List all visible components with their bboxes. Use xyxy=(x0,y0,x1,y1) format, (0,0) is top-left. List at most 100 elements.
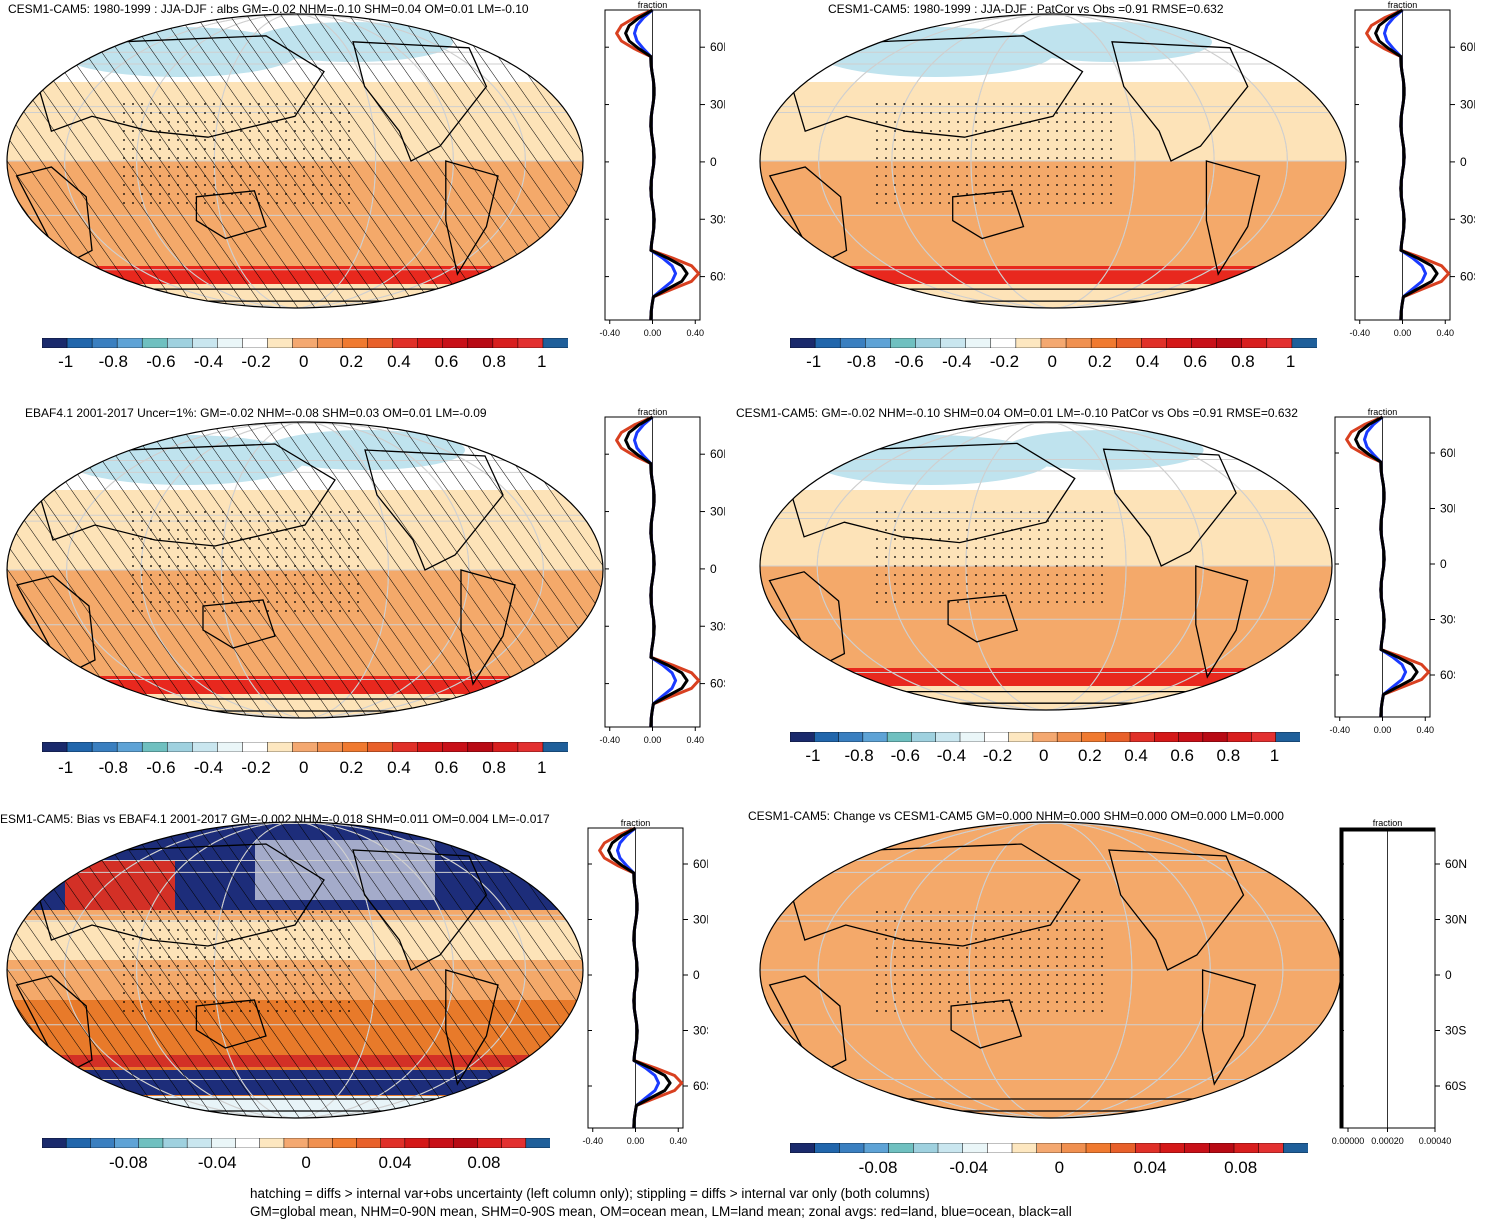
colorbar-swatch xyxy=(1233,1143,1260,1153)
map-panel-2 xyxy=(759,13,1347,309)
colorbar-swatch xyxy=(467,338,494,348)
colorbar-swatch xyxy=(467,742,494,752)
colorbar-swatch xyxy=(915,338,942,348)
colorbar-2 xyxy=(790,338,1317,348)
colorbar-3-label: 1 xyxy=(536,758,547,777)
colorbar-4-label: 0.2 xyxy=(1078,746,1102,765)
zonal-profile-6: fraction 60N 30N 0 30S 60S 0.00000 0.00020 0.000… xyxy=(1332,818,1467,1146)
colorbar-swatch xyxy=(166,338,194,348)
colorbar-5-label: -0.08 xyxy=(108,1153,148,1172)
lat-tick-label: 0 xyxy=(1460,155,1467,169)
colorbar-swatch xyxy=(1056,732,1083,742)
x-tick-label: -0.40 xyxy=(582,1136,603,1146)
colorbar-3-label: 0.4 xyxy=(387,758,411,777)
colorbar-swatch xyxy=(417,338,444,348)
colorbar-swatch xyxy=(1115,338,1143,348)
lat-tick-label: 60N xyxy=(1445,857,1467,871)
colorbar-swatch xyxy=(259,1138,285,1148)
lat-tick-label: 30S xyxy=(710,212,725,226)
colorbar-swatch xyxy=(1032,732,1058,742)
colorbar-swatch xyxy=(90,1138,116,1148)
footer-line-1: hatching = diffs > internal var+obs unce… xyxy=(250,1186,930,1201)
lat-tick-label: 30S xyxy=(1445,1024,1466,1038)
lat-tick-label: 0 xyxy=(693,968,700,982)
colorbar-3-label: 0.2 xyxy=(339,758,364,777)
zonal-profile-4: fraction 60N 30N 0 30S 60S -0.40 0.00 0.40 xyxy=(1329,407,1455,735)
x-tick-label: 0.00000 xyxy=(1332,1136,1365,1146)
colorbar-1-label: 0 xyxy=(298,352,309,371)
colorbar-swatch xyxy=(192,338,219,348)
lat-tick-label: 0 xyxy=(710,562,717,576)
colorbar-swatch xyxy=(492,742,519,752)
colorbar-swatch xyxy=(217,742,244,752)
colorbar-swatch xyxy=(1011,1143,1038,1153)
colorbar-swatch xyxy=(839,1143,865,1153)
lat-tick-label: 60N xyxy=(1460,40,1475,54)
colorbar-swatch xyxy=(242,338,269,348)
colorbar-swatch xyxy=(865,338,892,348)
profile-label: fraction xyxy=(638,0,668,10)
colorbar-swatch xyxy=(1154,732,1180,742)
colorbar-swatch xyxy=(1191,338,1218,348)
lat-tick-label: 60N xyxy=(693,857,708,871)
colorbar-1-label: 0.8 xyxy=(482,352,506,371)
colorbar-swatch xyxy=(1226,732,1253,742)
colorbar-swatch xyxy=(317,742,344,752)
x-tick-label: -0.40 xyxy=(1349,328,1370,338)
colorbar-swatch xyxy=(116,742,143,752)
colorbar-swatch xyxy=(267,338,294,348)
colorbar-swatch xyxy=(1159,1143,1186,1153)
colorbar-swatch xyxy=(987,1143,1013,1153)
colorbar-swatch xyxy=(1061,1143,1087,1153)
colorbar-2-label: 0.6 xyxy=(1183,352,1208,371)
colorbar-swatch xyxy=(959,732,986,742)
colorbar-swatch xyxy=(267,742,294,752)
map-panel-1 xyxy=(6,13,584,309)
colorbar-1-label: 0.4 xyxy=(387,352,411,371)
colorbar-4-label: 1 xyxy=(1269,746,1280,765)
colorbar-swatch xyxy=(911,732,937,742)
x-tick-label: 0.00 xyxy=(627,1136,645,1146)
colorbar-swatch xyxy=(886,732,913,742)
lat-tick-label: 60N xyxy=(1440,446,1455,460)
colorbar-2-label: 1 xyxy=(1285,352,1296,371)
colorbar-swatch xyxy=(814,1143,841,1153)
colorbar-1-label: -1 xyxy=(58,352,74,371)
x-tick-label: 0.00 xyxy=(1394,328,1412,338)
colorbar-swatch xyxy=(1036,1143,1063,1153)
profile-label: fraction xyxy=(638,407,668,417)
colorbar-swatch xyxy=(1081,732,1107,742)
colorbar-swatch xyxy=(962,1143,989,1153)
colorbar-2-label: 0.8 xyxy=(1231,352,1255,371)
colorbar-swatch xyxy=(1291,338,1317,348)
colorbar-swatch xyxy=(283,1138,309,1148)
lat-tick-label: 30N xyxy=(1445,913,1467,927)
colorbar-swatch xyxy=(888,1143,915,1153)
lat-tick-label: 30S xyxy=(1440,613,1455,627)
colorbar-swatch xyxy=(542,338,568,348)
colorbar-swatch xyxy=(790,338,816,348)
lat-tick-label: 30N xyxy=(710,98,725,112)
colorbar-swatch xyxy=(342,338,369,348)
colorbar-3-label: -0.8 xyxy=(98,758,128,777)
colorbar-4-label: -0.6 xyxy=(890,746,920,765)
map-panel-4 xyxy=(759,421,1333,711)
colorbar-swatch xyxy=(292,742,319,752)
colorbar-swatch xyxy=(1266,338,1293,348)
colorbar-swatch xyxy=(542,742,568,752)
colorbar-swatch xyxy=(940,338,967,348)
colorbar-swatch xyxy=(913,1143,939,1153)
colorbar-3-label: 0.6 xyxy=(434,758,459,777)
x-tick-label: 0.00 xyxy=(1374,725,1392,735)
colorbar-swatch xyxy=(1110,1143,1137,1153)
colorbar-swatch xyxy=(814,338,841,348)
colorbar-swatch xyxy=(317,338,344,348)
colorbar-swatch xyxy=(862,732,888,742)
colorbar-swatch xyxy=(814,732,840,742)
colorbar-2-label: 0.2 xyxy=(1088,352,1112,371)
colorbar-1-label: 1 xyxy=(536,352,547,371)
colorbar-4-label: 0 xyxy=(1038,746,1049,765)
colorbar-swatch xyxy=(192,742,219,752)
zonal-profile-2: fraction 60N 30N 0 30S 60S -0.40 0.00 0.40 xyxy=(1349,0,1475,338)
x-tick-label: -0.40 xyxy=(599,735,620,745)
